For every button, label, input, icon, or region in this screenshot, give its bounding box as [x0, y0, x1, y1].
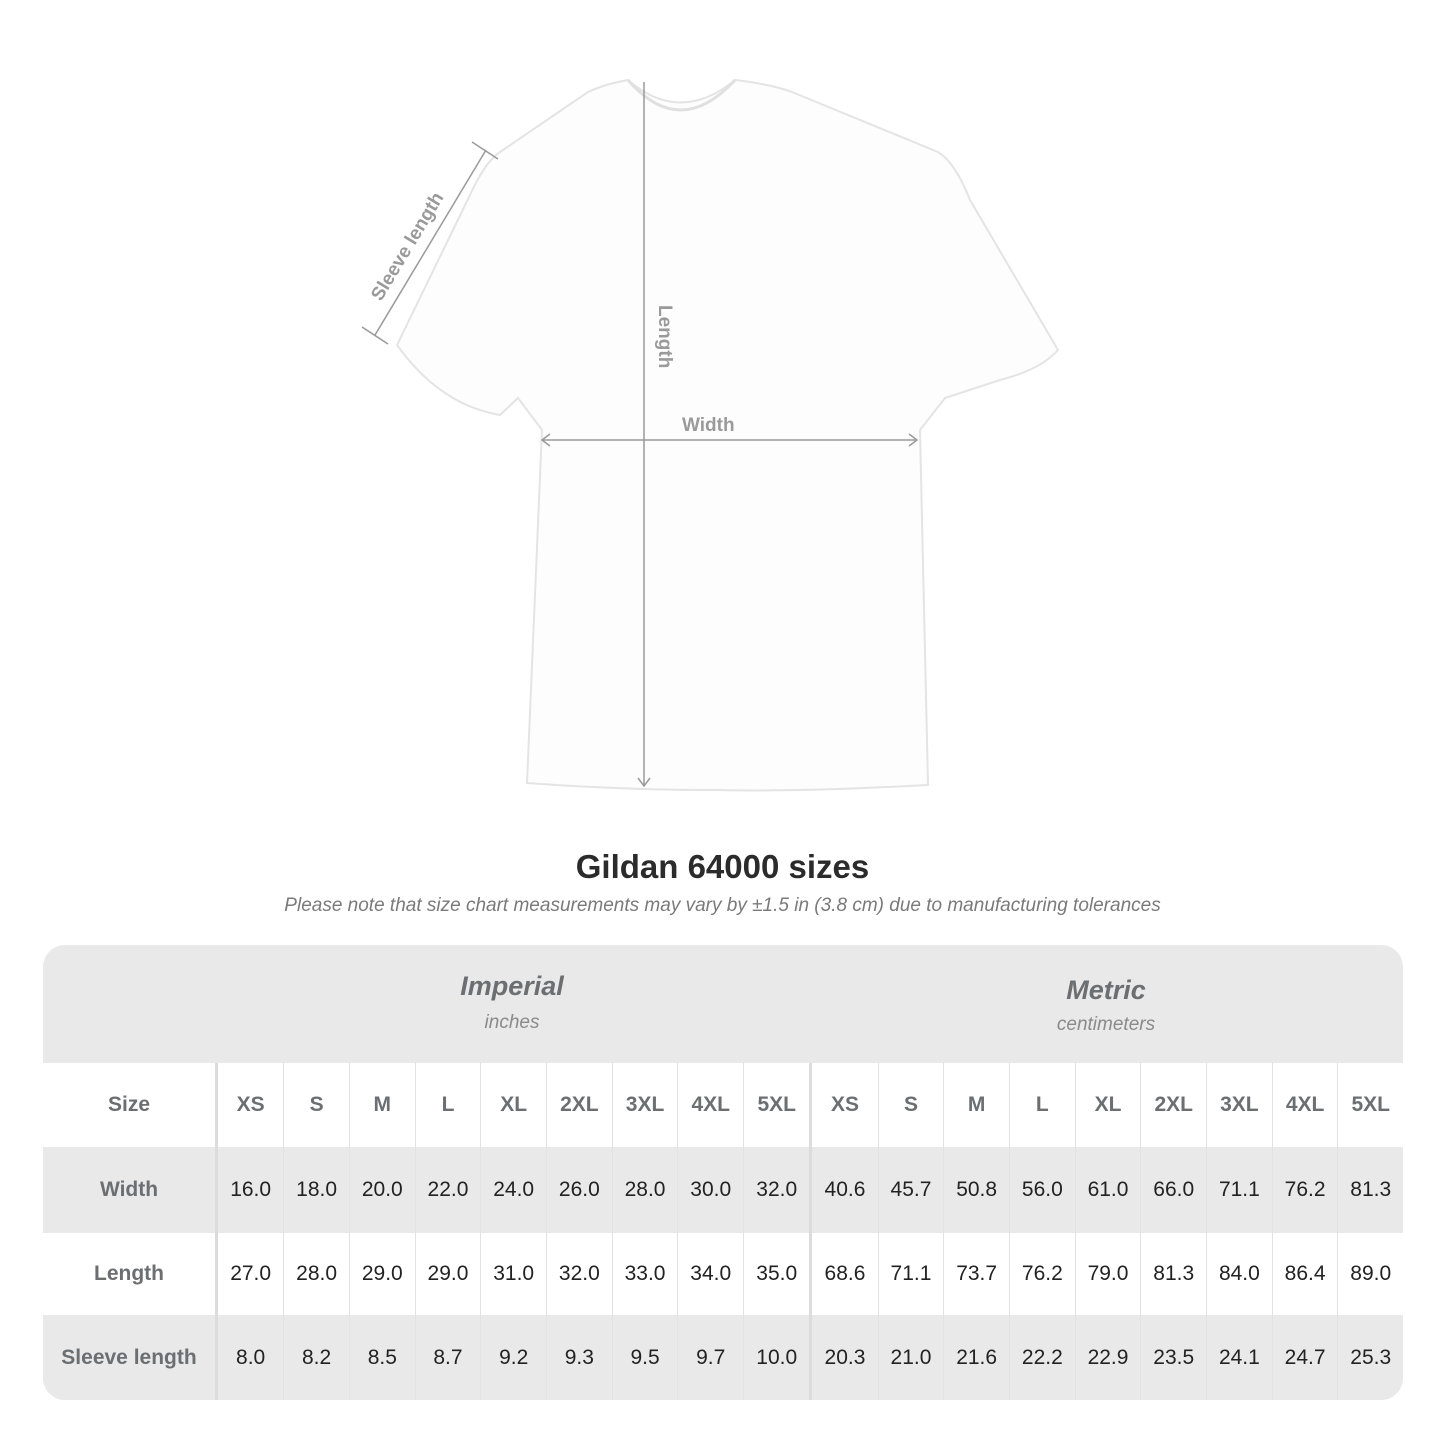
imperial-value-cell: 8.0 [215, 1315, 284, 1400]
metric-title: Metric [1066, 975, 1146, 1005]
metric-header: Metric centimeters [809, 945, 1403, 1063]
metric-value-cell: 21.0 [877, 1315, 944, 1400]
imperial-value-cell: 24.0 [480, 1147, 547, 1233]
metric-size-header: 4XL [1271, 1063, 1338, 1147]
imperial-value-cell: 31.0 [480, 1233, 547, 1315]
metric-size-header: L [1008, 1063, 1076, 1147]
metric-value-cell: 21.6 [943, 1315, 1010, 1400]
metric-size-header: XL [1074, 1063, 1141, 1147]
metric-value-cell: 86.4 [1271, 1233, 1338, 1315]
metric-value-cell: 40.6 [809, 1147, 879, 1233]
metric-value-cell: 68.6 [809, 1233, 879, 1315]
imperial-value-cell: 27.0 [215, 1233, 284, 1315]
metric-value-cell: 71.1 [877, 1233, 944, 1315]
imperial-size-header: L [414, 1063, 481, 1147]
row-label: Sleeve length [43, 1315, 218, 1400]
metric-value-cell: 61.0 [1074, 1147, 1141, 1233]
metric-size-header: 2XL [1140, 1063, 1207, 1147]
row-label: Width [43, 1147, 218, 1233]
table-row: Length 27.0 28.0 29.0 29.0 31.0 32.0 33.0 34.0 35… [43, 1233, 1403, 1315]
imperial-size-header: 5XL [743, 1063, 811, 1147]
table-row: Sleeve length 8.0 8.2 8.5 8.7 9.2 9.3 9.5 9.7 10.… [43, 1315, 1403, 1400]
size-header-label: Size [43, 1063, 218, 1147]
metric-value-cell: 89.0 [1337, 1233, 1403, 1315]
metric-value-cell: 24.7 [1271, 1315, 1338, 1400]
table-row: Width 16.0 18.0 20.0 22.0 24.0 26.0 28.0 30.0 32.… [43, 1147, 1403, 1233]
imperial-value-cell: 8.7 [414, 1315, 481, 1400]
imperial-value-cell: 8.5 [348, 1315, 416, 1400]
imperial-size-header: 3XL [611, 1063, 678, 1147]
metric-value-cell: 23.5 [1140, 1315, 1207, 1400]
imperial-header: Imperial inches [215, 945, 809, 1063]
imperial-value-cell: 32.0 [743, 1147, 811, 1233]
metric-value-cell: 22.2 [1008, 1315, 1076, 1400]
tshirt-image [395, 78, 1060, 792]
imperial-size-header: 4XL [677, 1063, 744, 1147]
metric-value-cell: 81.3 [1140, 1233, 1207, 1315]
metric-value-cell: 66.0 [1140, 1147, 1207, 1233]
metric-value-cell: 50.8 [943, 1147, 1010, 1233]
metric-value-cell: 76.2 [1008, 1233, 1076, 1315]
metric-size-header: M [943, 1063, 1010, 1147]
imperial-value-cell: 35.0 [743, 1233, 811, 1315]
metric-size-header: S [877, 1063, 944, 1147]
imperial-value-cell: 22.0 [414, 1147, 481, 1233]
imperial-value-cell: 8.2 [283, 1315, 350, 1400]
metric-value-cell: 45.7 [877, 1147, 944, 1233]
metric-value-cell: 81.3 [1337, 1147, 1403, 1233]
imperial-value-cell: 16.0 [215, 1147, 284, 1233]
tshirt-diagram: Sleeve length Length Width [361, 78, 1060, 792]
imperial-value-cell: 33.0 [611, 1233, 678, 1315]
imperial-value-cell: 29.0 [414, 1233, 481, 1315]
metric-size-header: XS [809, 1063, 879, 1147]
metric-value-cell: 71.1 [1206, 1147, 1273, 1233]
metric-value-cell: 24.1 [1206, 1315, 1273, 1400]
imperial-size-header: S [283, 1063, 350, 1147]
imperial-value-cell: 9.3 [546, 1315, 613, 1400]
imperial-value-cell: 10.0 [743, 1315, 811, 1400]
imperial-value-cell: 9.7 [677, 1315, 744, 1400]
metric-value-cell: 20.3 [809, 1315, 879, 1400]
imperial-value-cell: 26.0 [546, 1147, 613, 1233]
metric-value-cell: 73.7 [943, 1233, 1010, 1315]
imperial-unit: inches [484, 1012, 540, 1033]
imperial-value-cell: 28.0 [283, 1233, 350, 1315]
length-label: Length [654, 305, 675, 368]
imperial-size-header: 2XL [546, 1063, 613, 1147]
metric-unit: centimeters [1056, 1014, 1156, 1035]
page-title: Gildan 64000 sizes [575, 848, 870, 885]
imperial-size-header: XL [480, 1063, 547, 1147]
size-chart-table: Imperial inches Metric centimeters Size X… [43, 945, 1403, 1400]
metric-value-cell: 79.0 [1074, 1233, 1141, 1315]
metric-size-header: 3XL [1206, 1063, 1273, 1147]
imperial-size-header: M [348, 1063, 416, 1147]
size-grid: Size XS S M L XL 2XL 3XL 4XL 5XL XS S M L XL 2XL 3XL 4XL 5… [43, 1063, 1403, 1400]
imperial-value-cell: 9.5 [611, 1315, 678, 1400]
imperial-value-cell: 32.0 [546, 1233, 613, 1315]
imperial-value-cell: 29.0 [348, 1233, 416, 1315]
tolerance-note: Please note that size chart measurements… [284, 895, 1161, 916]
imperial-value-cell: 20.0 [348, 1147, 416, 1233]
width-label: Width [682, 415, 735, 436]
imperial-value-cell: 9.2 [480, 1315, 547, 1400]
size-header-row: Size XS S M L XL 2XL 3XL 4XL 5XL XS S M L XL 2XL 3XL 4XL 5… [43, 1063, 1403, 1147]
imperial-value-cell: 28.0 [611, 1147, 678, 1233]
metric-value-cell: 25.3 [1337, 1315, 1403, 1400]
metric-size-header: 5XL [1337, 1063, 1403, 1147]
metric-value-cell: 22.9 [1074, 1315, 1141, 1400]
imperial-value-cell: 34.0 [677, 1233, 744, 1315]
metric-value-cell: 76.2 [1271, 1147, 1338, 1233]
metric-value-cell: 56.0 [1008, 1147, 1076, 1233]
imperial-size-header: XS [215, 1063, 284, 1147]
row-label: Length [43, 1233, 218, 1315]
imperial-value-cell: 18.0 [283, 1147, 350, 1233]
imperial-title: Imperial [460, 971, 564, 1001]
metric-value-cell: 84.0 [1206, 1233, 1273, 1315]
imperial-value-cell: 30.0 [677, 1147, 744, 1233]
